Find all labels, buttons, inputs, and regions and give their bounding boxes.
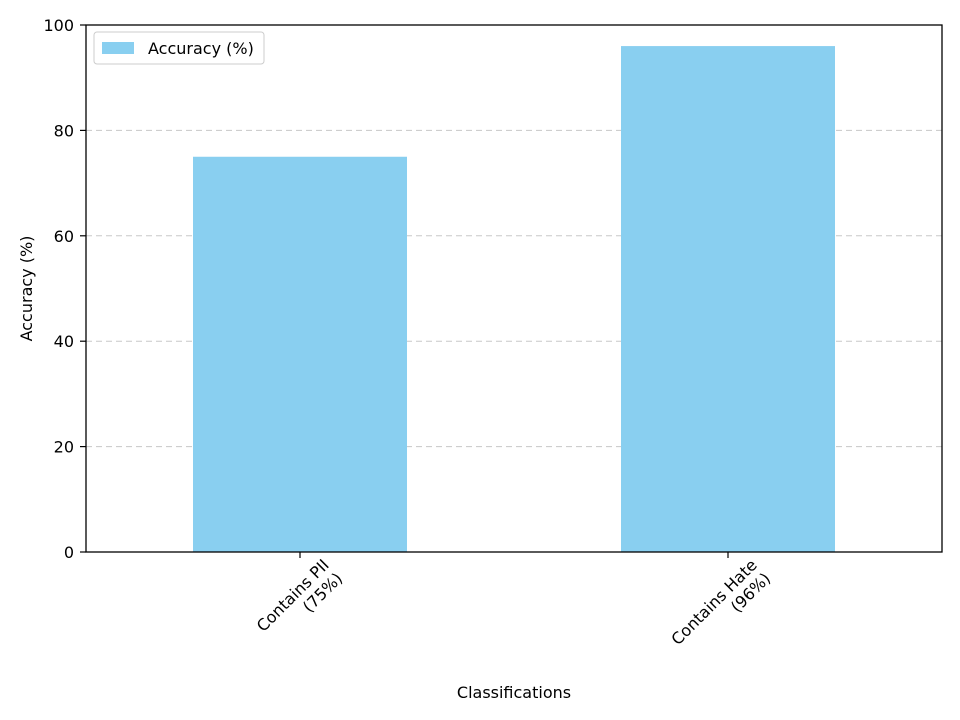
y-axis-ticks: 0 20 40 60 80 100 xyxy=(43,16,86,562)
y-tick-label: 40 xyxy=(54,332,74,351)
bar xyxy=(621,46,835,552)
axes-frame xyxy=(85,24,943,553)
bar xyxy=(193,156,407,552)
y-tick-label: 80 xyxy=(54,121,74,140)
x-tick-label: Contains PII(75%) xyxy=(253,555,347,649)
legend-label: Accuracy (%) xyxy=(148,39,254,58)
y-tick-label: 60 xyxy=(54,227,74,246)
y-tick-label: 20 xyxy=(54,438,74,457)
bars xyxy=(193,46,835,552)
y-tick-label: 100 xyxy=(43,16,74,35)
x-tick-label: Contains Hate(96%) xyxy=(667,555,774,662)
y-tick-label: 0 xyxy=(64,543,74,562)
y-axis-label: Accuracy (%) xyxy=(17,236,36,342)
legend: Accuracy (%) xyxy=(93,31,265,65)
x-axis-ticks: Contains PII(75%) Contains Hate(96%) xyxy=(253,552,774,662)
legend-swatch xyxy=(102,42,134,54)
legend-box xyxy=(93,31,265,65)
x-axis-label: Classifications xyxy=(457,683,571,702)
